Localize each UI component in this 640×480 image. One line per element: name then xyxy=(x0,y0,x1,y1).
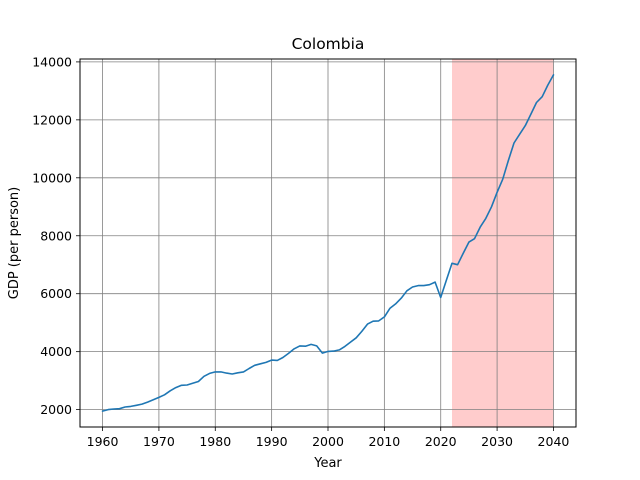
y-tick-label: 10000 xyxy=(32,170,72,185)
y-tick-label: 12000 xyxy=(32,112,72,127)
tick-layer: 1960 1970 1980 1990 2000 2010 2020 2030 2040 2000… xyxy=(32,54,569,449)
series-line xyxy=(101,74,555,412)
y-axis-label: GDP (per person) xyxy=(7,187,22,300)
y-tick-label: 4000 xyxy=(40,344,72,359)
x-tick-label: 2010 xyxy=(368,434,400,449)
series-layer xyxy=(101,74,555,412)
x-tick-label: 2040 xyxy=(538,434,570,449)
y-tick-label: 8000 xyxy=(40,228,72,243)
x-tick-label: 1980 xyxy=(199,434,231,449)
x-tick-label: 2030 xyxy=(481,434,513,449)
x-tick-label: 1990 xyxy=(256,434,288,449)
x-tick-label: 1970 xyxy=(143,434,175,449)
x-tick-label: 2000 xyxy=(312,434,344,449)
y-tick-label: 6000 xyxy=(40,286,72,301)
shade-layer xyxy=(452,59,554,427)
shaded-region xyxy=(452,59,554,427)
chart-title: Colombia xyxy=(292,35,365,53)
x-axis-label: Year xyxy=(313,456,342,471)
x-tick-label: 2020 xyxy=(425,434,457,449)
y-tick-label: 2000 xyxy=(40,402,72,417)
y-tick-label: 14000 xyxy=(32,54,72,69)
x-tick-label: 1960 xyxy=(87,434,119,449)
